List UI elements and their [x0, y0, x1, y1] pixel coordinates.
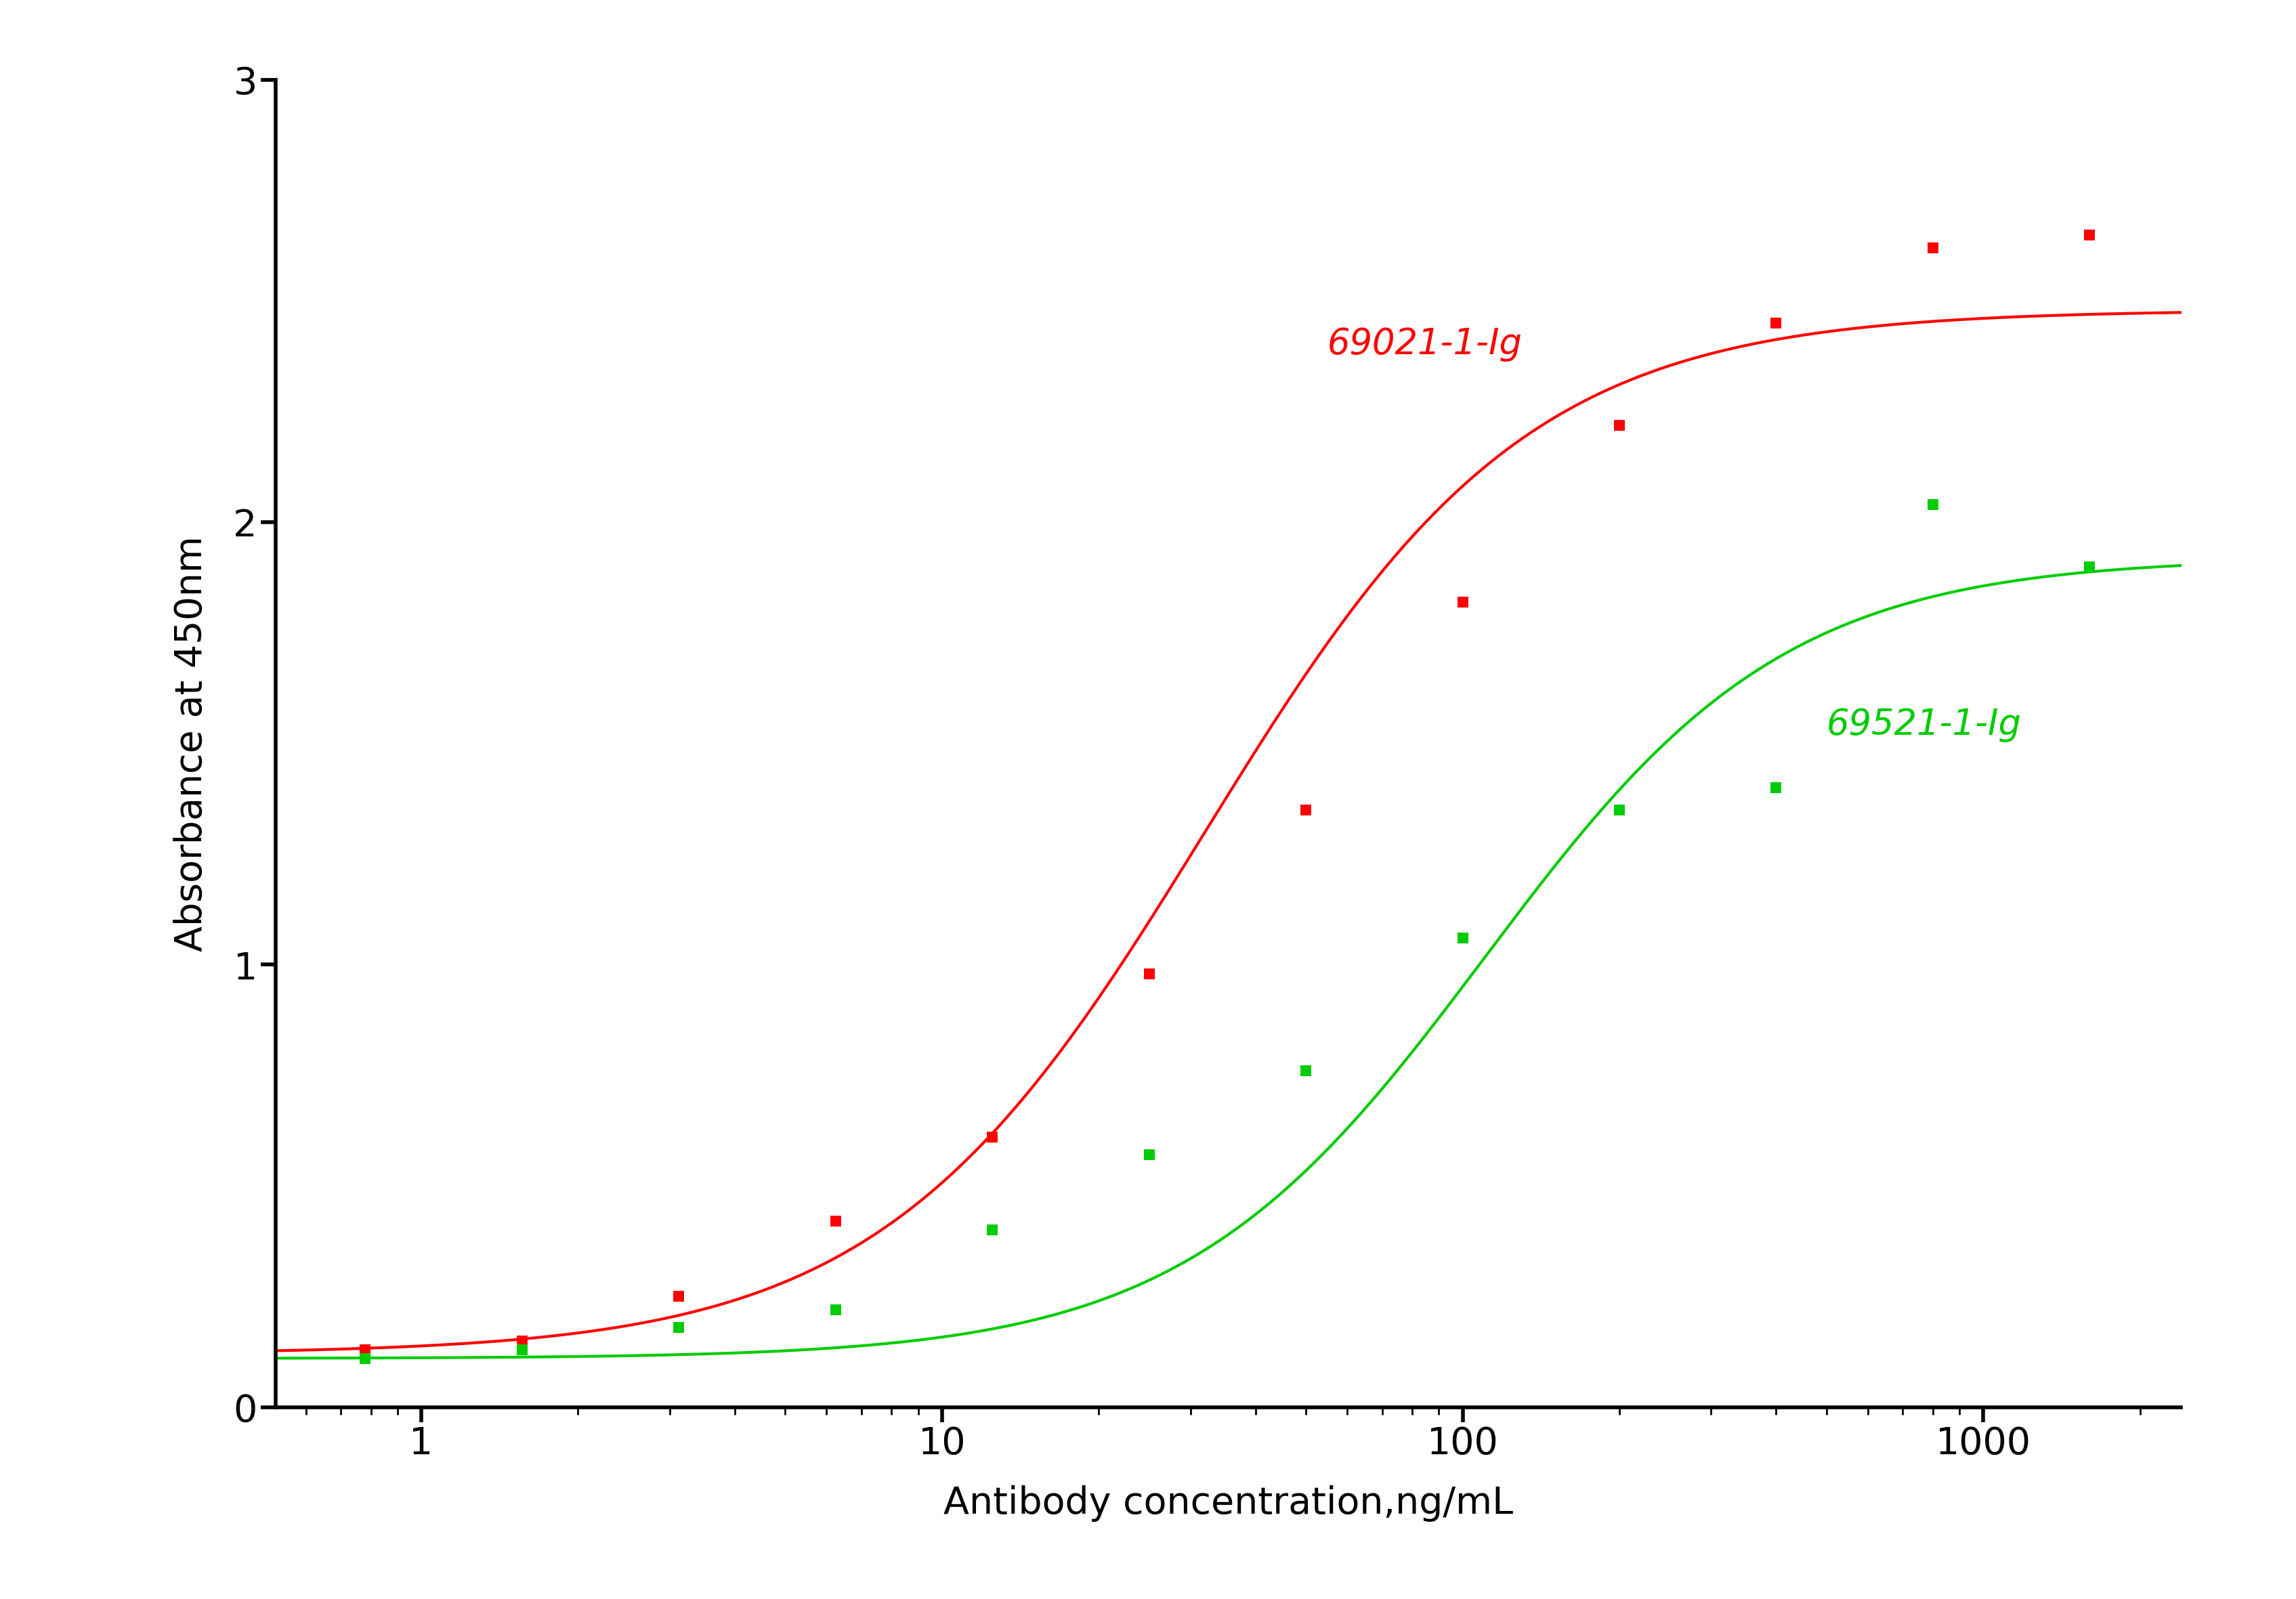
Point	[1759, 776, 1795, 801]
Point	[661, 1314, 698, 1340]
Point	[1600, 798, 1637, 823]
Text: 69021-1-Ig: 69021-1-Ig	[1327, 326, 1522, 361]
Point	[503, 1327, 540, 1353]
Point	[2071, 553, 2108, 579]
Point	[1915, 235, 1952, 261]
Point	[2071, 222, 2108, 248]
Point	[347, 1337, 383, 1362]
Point	[974, 1217, 1010, 1242]
X-axis label: Antibody concentration,ng/mL: Antibody concentration,ng/mL	[944, 1485, 1513, 1522]
Point	[1444, 588, 1481, 614]
Point	[661, 1284, 698, 1310]
Point	[1600, 413, 1637, 438]
Point	[1759, 310, 1795, 336]
Point	[817, 1209, 854, 1234]
Point	[817, 1297, 854, 1322]
Text: 69521-1-Ig: 69521-1-Ig	[1828, 707, 2023, 742]
Point	[1132, 1142, 1169, 1167]
Point	[1132, 961, 1169, 987]
Point	[1915, 492, 1952, 518]
Point	[1288, 798, 1325, 823]
Point	[503, 1337, 540, 1362]
Y-axis label: Absorbance at 450nm: Absorbance at 450nm	[172, 536, 209, 951]
Point	[1444, 926, 1481, 951]
Point	[1288, 1059, 1325, 1084]
Point	[974, 1124, 1010, 1150]
Point	[347, 1346, 383, 1372]
